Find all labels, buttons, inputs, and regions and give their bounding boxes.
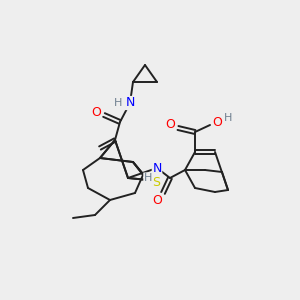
Text: N: N bbox=[152, 161, 162, 175]
Text: O: O bbox=[165, 118, 175, 131]
Text: S: S bbox=[152, 176, 160, 190]
Text: O: O bbox=[152, 194, 162, 206]
Text: H: H bbox=[144, 173, 152, 183]
Text: H: H bbox=[114, 98, 122, 108]
Text: H: H bbox=[224, 113, 232, 123]
Text: O: O bbox=[212, 116, 222, 130]
Text: O: O bbox=[91, 106, 101, 119]
Text: N: N bbox=[125, 97, 135, 110]
